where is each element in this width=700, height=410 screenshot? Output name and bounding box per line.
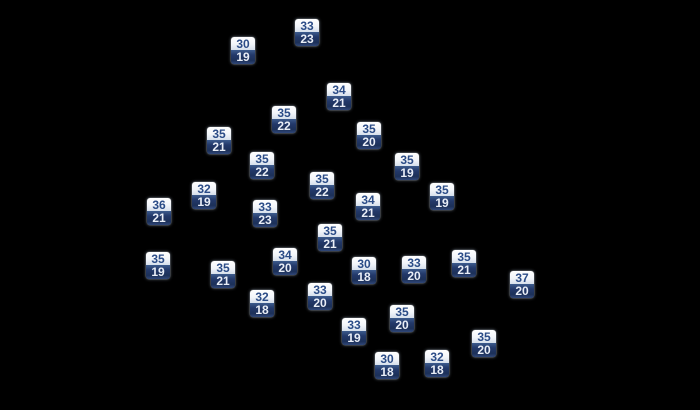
high-temp-label: 35 xyxy=(250,152,274,166)
temp-badge[interactable]: 36 21 xyxy=(147,198,171,225)
high-temp-label: 36 xyxy=(147,198,171,212)
high-temp-label: 32 xyxy=(192,182,216,196)
temp-badge[interactable]: 35 22 xyxy=(272,106,296,133)
temp-badge[interactable]: 35 21 xyxy=(452,250,476,277)
high-temp-label: 33 xyxy=(308,283,332,297)
high-temp-label: 35 xyxy=(395,153,419,167)
high-temp-label: 35 xyxy=(146,252,170,266)
temp-badge[interactable]: 34 21 xyxy=(356,193,380,220)
high-temp-label: 35 xyxy=(272,106,296,120)
high-temp-label: 33 xyxy=(342,318,366,332)
low-temp-label: 20 xyxy=(402,269,426,283)
temp-badge[interactable]: 35 21 xyxy=(211,261,235,288)
high-temp-label: 35 xyxy=(207,127,231,141)
low-temp-label: 18 xyxy=(375,365,399,379)
high-temp-label: 35 xyxy=(310,172,334,186)
temp-badge[interactable]: 34 21 xyxy=(327,83,351,110)
high-temp-label: 35 xyxy=(390,305,414,319)
temp-badge[interactable]: 35 20 xyxy=(390,305,414,332)
temp-badge[interactable]: 35 19 xyxy=(430,183,454,210)
temp-badge[interactable]: 35 22 xyxy=(250,152,274,179)
low-temp-label: 21 xyxy=(147,211,171,225)
temp-badge[interactable]: 35 19 xyxy=(146,252,170,279)
low-temp-label: 19 xyxy=(342,331,366,345)
low-temp-label: 21 xyxy=(211,274,235,288)
high-temp-label: 32 xyxy=(425,350,449,364)
high-temp-label: 35 xyxy=(357,122,381,136)
temp-badge[interactable]: 33 19 xyxy=(342,318,366,345)
temp-badge[interactable]: 32 18 xyxy=(250,290,274,317)
temp-badge[interactable]: 33 23 xyxy=(253,200,277,227)
high-temp-label: 32 xyxy=(250,290,274,304)
high-temp-label: 30 xyxy=(352,257,376,271)
low-temp-label: 21 xyxy=(207,140,231,154)
low-temp-label: 19 xyxy=(395,166,419,180)
temp-badge[interactable]: 35 22 xyxy=(310,172,334,199)
temp-badge[interactable]: 34 20 xyxy=(273,248,297,275)
high-temp-label: 30 xyxy=(231,37,255,51)
temp-badge[interactable]: 35 20 xyxy=(472,330,496,357)
temp-badge[interactable]: 30 18 xyxy=(352,257,376,284)
high-temp-label: 35 xyxy=(430,183,454,197)
high-temp-label: 33 xyxy=(295,19,319,33)
temp-badge[interactable]: 35 21 xyxy=(207,127,231,154)
low-temp-label: 21 xyxy=(452,263,476,277)
high-temp-label: 37 xyxy=(510,271,534,285)
low-temp-label: 20 xyxy=(357,135,381,149)
high-temp-label: 34 xyxy=(356,193,380,207)
temp-badge[interactable]: 32 18 xyxy=(425,350,449,377)
low-temp-label: 22 xyxy=(310,185,334,199)
high-temp-label: 34 xyxy=(273,248,297,262)
low-temp-label: 18 xyxy=(250,303,274,317)
low-temp-label: 23 xyxy=(253,213,277,227)
low-temp-label: 18 xyxy=(352,270,376,284)
temp-badge[interactable]: 35 20 xyxy=(357,122,381,149)
low-temp-label: 20 xyxy=(273,261,297,275)
low-temp-label: 20 xyxy=(510,284,534,298)
low-temp-label: 22 xyxy=(250,165,274,179)
temp-badge[interactable]: 32 19 xyxy=(192,182,216,209)
temp-badge[interactable]: 35 19 xyxy=(395,153,419,180)
temp-badge[interactable]: 33 20 xyxy=(308,283,332,310)
high-temp-label: 35 xyxy=(211,261,235,275)
high-temp-label: 34 xyxy=(327,83,351,97)
high-temp-label: 33 xyxy=(402,256,426,270)
low-temp-label: 21 xyxy=(327,96,351,110)
low-temp-label: 19 xyxy=(430,196,454,210)
low-temp-label: 21 xyxy=(356,206,380,220)
temp-badge[interactable]: 37 20 xyxy=(510,271,534,298)
temp-badge[interactable]: 30 18 xyxy=(375,352,399,379)
low-temp-label: 23 xyxy=(295,32,319,46)
low-temp-label: 18 xyxy=(425,363,449,377)
low-temp-label: 19 xyxy=(231,50,255,64)
low-temp-label: 20 xyxy=(390,318,414,332)
temp-badge[interactable]: 30 19 xyxy=(231,37,255,64)
high-temp-label: 33 xyxy=(253,200,277,214)
high-temp-label: 35 xyxy=(452,250,476,264)
temp-badge[interactable]: 33 20 xyxy=(402,256,426,283)
low-temp-label: 22 xyxy=(272,119,296,133)
low-temp-label: 19 xyxy=(146,265,170,279)
low-temp-label: 20 xyxy=(308,296,332,310)
temp-badge[interactable]: 33 23 xyxy=(295,19,319,46)
high-temp-label: 30 xyxy=(375,352,399,366)
high-temp-label: 35 xyxy=(318,224,342,238)
low-temp-label: 20 xyxy=(472,343,496,357)
low-temp-label: 19 xyxy=(192,195,216,209)
low-temp-label: 21 xyxy=(318,237,342,251)
high-temp-label: 35 xyxy=(472,330,496,344)
temp-badge[interactable]: 35 21 xyxy=(318,224,342,251)
